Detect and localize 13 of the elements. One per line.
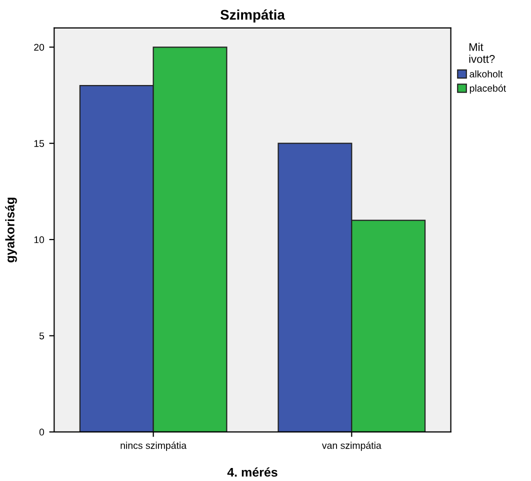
y-tick-label: 5	[39, 332, 44, 340]
x-tick-label: nincs szimpátia	[120, 442, 187, 451]
legend-title: Mit ivott?	[469, 42, 495, 63]
y-tick-label: 10	[34, 236, 44, 244]
y-tick-label: 15	[34, 140, 44, 147]
x-axis-title: 4. mérés	[227, 467, 278, 477]
legend-label: alkoholt	[470, 70, 503, 78]
y-tick-label: 20	[34, 44, 44, 51]
chart-title: Szimpátia	[220, 9, 285, 22]
legend-label: placebót	[470, 84, 506, 94]
y-axis-title: gyakoriság	[5, 198, 17, 262]
y-tick-label: 0	[39, 428, 44, 436]
x-tick-label: van szimpátia	[322, 442, 382, 451]
